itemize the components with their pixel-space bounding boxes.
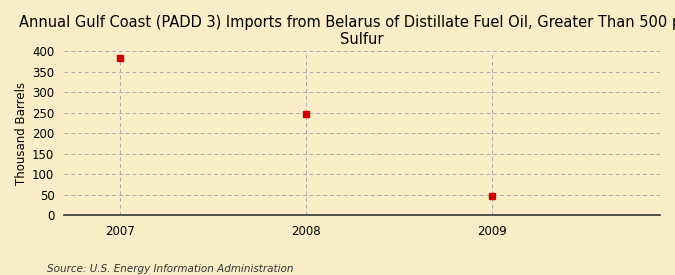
Title: Annual Gulf Coast (PADD 3) Imports from Belarus of Distillate Fuel Oil, Greater : Annual Gulf Coast (PADD 3) Imports from … bbox=[20, 15, 675, 47]
Y-axis label: Thousand Barrels: Thousand Barrels bbox=[15, 82, 28, 185]
Text: Source: U.S. Energy Information Administration: Source: U.S. Energy Information Administ… bbox=[47, 264, 294, 274]
